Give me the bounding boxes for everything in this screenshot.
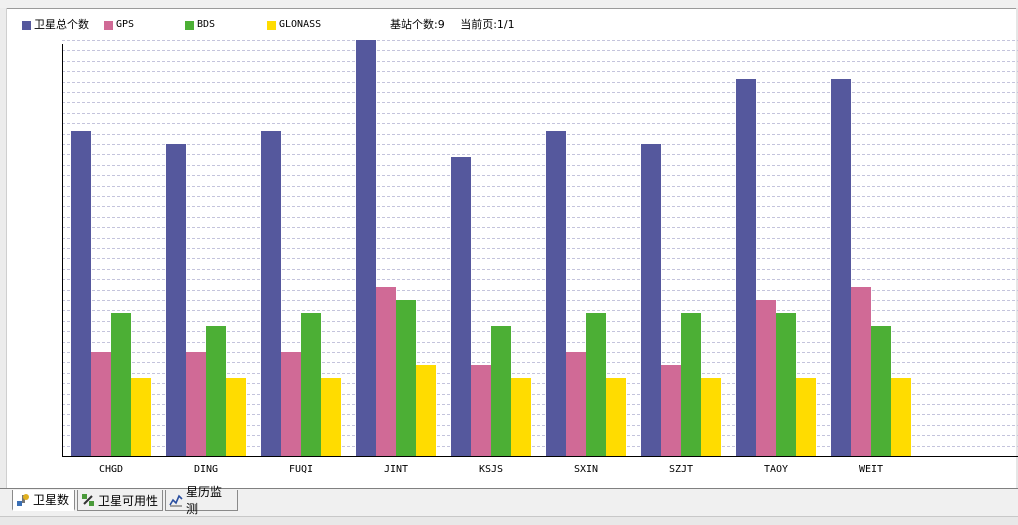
panel-left-border [0, 8, 7, 488]
x-tick-label: CHGD [99, 464, 123, 475]
bar-sxin-gps [566, 352, 586, 456]
bar-ding-gps [186, 352, 206, 456]
page-indicator: 当前页:1/1 [460, 18, 515, 31]
ephemeris-chart-icon [169, 493, 183, 507]
tab-satellite-availability-label: 卫星可用性 [98, 493, 159, 508]
bar-taoy-gps [756, 300, 776, 456]
tab-satellite-count-label: 卫星数 [33, 493, 70, 507]
bar-szjt-glonass [701, 378, 721, 456]
bar-chgd-bds [111, 313, 131, 456]
bar-ksjs-gps [471, 365, 491, 456]
tab-ephemeris-monitor-label: 星历监测 [186, 485, 223, 516]
bar-ksjs-glonass [511, 378, 531, 456]
bar-fuqi-bds [301, 313, 321, 456]
bar-fuqi-glonass [321, 378, 341, 456]
tab-satellite-availability[interactable]: 卫星可用性 [77, 490, 163, 511]
bar-sxin-bds [586, 313, 606, 456]
legend-item-bds: BDS [185, 17, 215, 33]
legend-label-total: 卫星总个数 [34, 18, 89, 31]
bar-szjt-bds [681, 313, 701, 456]
bar-ding-glonass [226, 378, 246, 456]
x-tick-label: SXIN [574, 464, 598, 475]
legend-item-total: 卫星总个数 [22, 17, 89, 33]
bar-ding-卫星总个数 [166, 144, 186, 456]
bar-taoy-bds [776, 313, 796, 456]
x-tick-label: SZJT [669, 464, 693, 475]
legend-label-glonass: GLONASS [279, 19, 322, 30]
bar-fuqi-gps [281, 352, 301, 456]
bar-fuqi-卫星总个数 [261, 131, 281, 456]
bar-chgd-gps [91, 352, 111, 456]
legend-swatch-bds [185, 20, 194, 30]
station-info: 基站个数:9 当前页:1/1 [390, 17, 527, 33]
bar-chart: CHGD DING FUQI JINT KSJS SXIN SZJT TAOY WEIT [62, 40, 1018, 475]
bar-ksjs-bds [491, 326, 511, 456]
bar-chgd-卫星总个数 [71, 131, 91, 456]
bar-szjt-gps [661, 365, 681, 456]
bar-chgd-glonass [131, 378, 151, 456]
bar-weit-bds [871, 326, 891, 456]
bar-weit-glonass [891, 378, 911, 456]
bar-weit-卫星总个数 [831, 79, 851, 456]
bar-sxin-glonass [606, 378, 626, 456]
bar-sxin-卫星总个数 [546, 131, 566, 456]
satellite-icon [16, 493, 30, 507]
legend-label-gps: GPS [116, 19, 135, 30]
bar-ksjs-卫星总个数 [451, 157, 471, 456]
bar-jint-gps [376, 287, 396, 456]
status-strip [0, 516, 1018, 525]
x-tick-label: DING [194, 464, 218, 475]
x-tick-label: WEIT [859, 464, 883, 475]
x-tick-label: JINT [384, 464, 408, 475]
tab-ephemeris-monitor[interactable]: 星历监测 [165, 485, 238, 516]
bar-taoy-卫星总个数 [736, 79, 756, 456]
station-count: 基站个数:9 [390, 18, 445, 31]
tab-satellite-count[interactable]: 卫星数 [12, 490, 75, 511]
legend-swatch-gps [104, 20, 113, 30]
bar-jint-卫星总个数 [356, 40, 376, 456]
panel-top-border [0, 0, 1018, 9]
legend-item-gps: GPS [104, 17, 134, 33]
bar-taoy-glonass [796, 378, 816, 456]
bar-weit-gps [851, 287, 871, 456]
x-tick-label: FUQI [289, 464, 313, 475]
x-tick-label: KSJS [479, 464, 503, 475]
bar-szjt-卫星总个数 [641, 144, 661, 456]
x-tick-label: TAOY [764, 464, 788, 475]
bar-jint-bds [396, 300, 416, 456]
legend-swatch-total [22, 20, 31, 30]
satellite-check-icon [81, 493, 95, 507]
legend-item-glonass: GLONASS [267, 17, 321, 33]
legend-label-bds: BDS [197, 19, 216, 30]
bar-jint-glonass [416, 365, 436, 456]
legend-swatch-glonass [267, 20, 276, 30]
bar-ding-bds [206, 326, 226, 456]
